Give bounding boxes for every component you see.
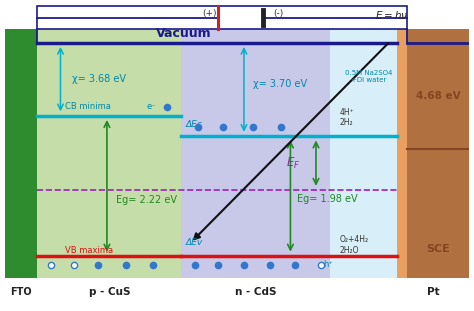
Text: e⁻: e⁻ <box>146 102 155 111</box>
Text: 4H⁺
2H₂: 4H⁺ 2H₂ <box>339 108 354 128</box>
Text: p - CuS: p - CuS <box>89 287 130 297</box>
Text: $E_F$: $E_F$ <box>286 156 300 171</box>
Text: 4.68 eV: 4.68 eV <box>416 91 460 101</box>
Text: (+): (+) <box>202 9 216 18</box>
Text: Eg= 1.98 eV: Eg= 1.98 eV <box>297 194 358 204</box>
Text: VB maxima: VB maxima <box>65 245 113 254</box>
Text: ΔEv: ΔEv <box>186 238 203 247</box>
Text: ΔEc: ΔEc <box>186 120 203 129</box>
Text: χ= 3.68 eV: χ= 3.68 eV <box>72 74 126 84</box>
Bar <box>5 30 37 278</box>
Text: SCE: SCE <box>426 244 450 254</box>
Text: Vacuum: Vacuum <box>156 27 211 39</box>
Text: 0.5M Na2SO4
+DI water: 0.5M Na2SO4 +DI water <box>345 70 392 83</box>
Text: $E= h\nu$: $E= h\nu$ <box>375 9 409 21</box>
Bar <box>330 30 397 278</box>
Text: CB minima: CB minima <box>65 102 111 111</box>
Text: Pt: Pt <box>427 287 439 297</box>
Bar <box>397 30 407 278</box>
Text: n - CdS: n - CdS <box>235 287 276 297</box>
Text: χ= 3.70 eV: χ= 3.70 eV <box>253 78 307 89</box>
Text: FTO: FTO <box>10 287 32 297</box>
Bar <box>407 30 469 278</box>
Text: h⁺: h⁺ <box>323 260 333 269</box>
Text: (-): (-) <box>273 9 284 18</box>
Text: O₂+4H₂
2H₂O: O₂+4H₂ 2H₂O <box>339 235 368 254</box>
Text: Eg= 2.22 eV: Eg= 2.22 eV <box>116 195 177 206</box>
Bar <box>181 30 330 278</box>
Bar <box>37 30 181 278</box>
Bar <box>37 6 407 30</box>
